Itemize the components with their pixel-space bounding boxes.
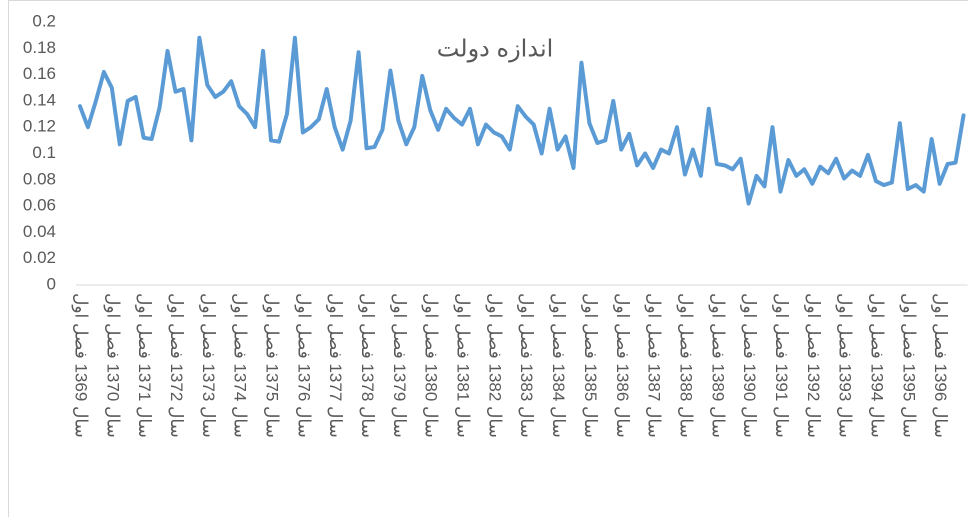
x-tick-label: سال 1380 فصل اول — [422, 293, 441, 438]
x-tick-label: سال 1386 فصل اول — [613, 293, 632, 438]
y-tick-label: 0.1 — [32, 143, 56, 162]
x-tick-label: سال 1383 فصل اول — [517, 293, 536, 438]
x-tick-label: سال 1377 فصل اول — [326, 293, 345, 438]
y-tick-label: 0.16 — [23, 64, 56, 83]
x-tick-label: سال 1381 فصل اول — [454, 293, 473, 438]
x-tick-label: سال 1376 فصل اول — [294, 293, 313, 438]
y-tick-label: 0.02 — [23, 248, 56, 267]
x-tick-label: سال 1373 فصل اول — [199, 293, 218, 438]
x-tick-label: سال 1389 فصل اول — [708, 293, 727, 438]
x-tick-label: سال 1379 فصل اول — [390, 293, 409, 438]
x-tick-label: سال 1393 فصل اول — [836, 293, 855, 438]
x-tick-label: سال 1391 فصل اول — [772, 293, 791, 438]
chart-border — [9, 1, 968, 518]
x-tick-label: سال 1382 فصل اول — [485, 293, 504, 438]
x-tick-label: سال 1372 فصل اول — [167, 293, 186, 438]
y-tick-label: 0.08 — [23, 169, 56, 188]
x-tick-label: سال 1374 فصل اول — [231, 293, 250, 438]
chart-title: اندازه دولت — [437, 35, 554, 62]
y-tick-label: 0.2 — [32, 11, 56, 30]
y-tick-label: 0.06 — [23, 196, 56, 215]
x-tick-label: سال 1395 فصل اول — [899, 293, 918, 438]
x-tick-label: سال 1392 فصل اول — [804, 293, 823, 438]
x-tick-label: سال 1396 فصل اول — [931, 293, 950, 438]
data-line — [80, 38, 964, 204]
x-tick-label: سال 1369 فصل اول — [71, 293, 90, 438]
y-tick-label: 0.14 — [23, 90, 56, 109]
y-tick-label: 0.12 — [23, 117, 56, 136]
y-tick-label: 0.18 — [23, 38, 56, 57]
y-tick-label: 0.04 — [23, 222, 56, 241]
y-tick-label: 0 — [47, 274, 56, 293]
x-tick-label: سال 1387 فصل اول — [645, 293, 664, 438]
x-tick-label: سال 1384 فصل اول — [549, 293, 568, 438]
x-tick-label: سال 1378 فصل اول — [358, 293, 377, 438]
x-tick-label: سال 1370 فصل اول — [103, 293, 122, 438]
x-tick-label: سال 1390 فصل اول — [740, 293, 759, 438]
x-tick-label: سال 1394 فصل اول — [867, 293, 886, 438]
x-tick-label: سال 1385 فصل اول — [581, 293, 600, 438]
x-tick-label: سال 1388 فصل اول — [676, 293, 695, 438]
x-tick-label: سال 1371 فصل اول — [135, 293, 154, 438]
x-tick-label: سال 1375 فصل اول — [263, 293, 282, 438]
